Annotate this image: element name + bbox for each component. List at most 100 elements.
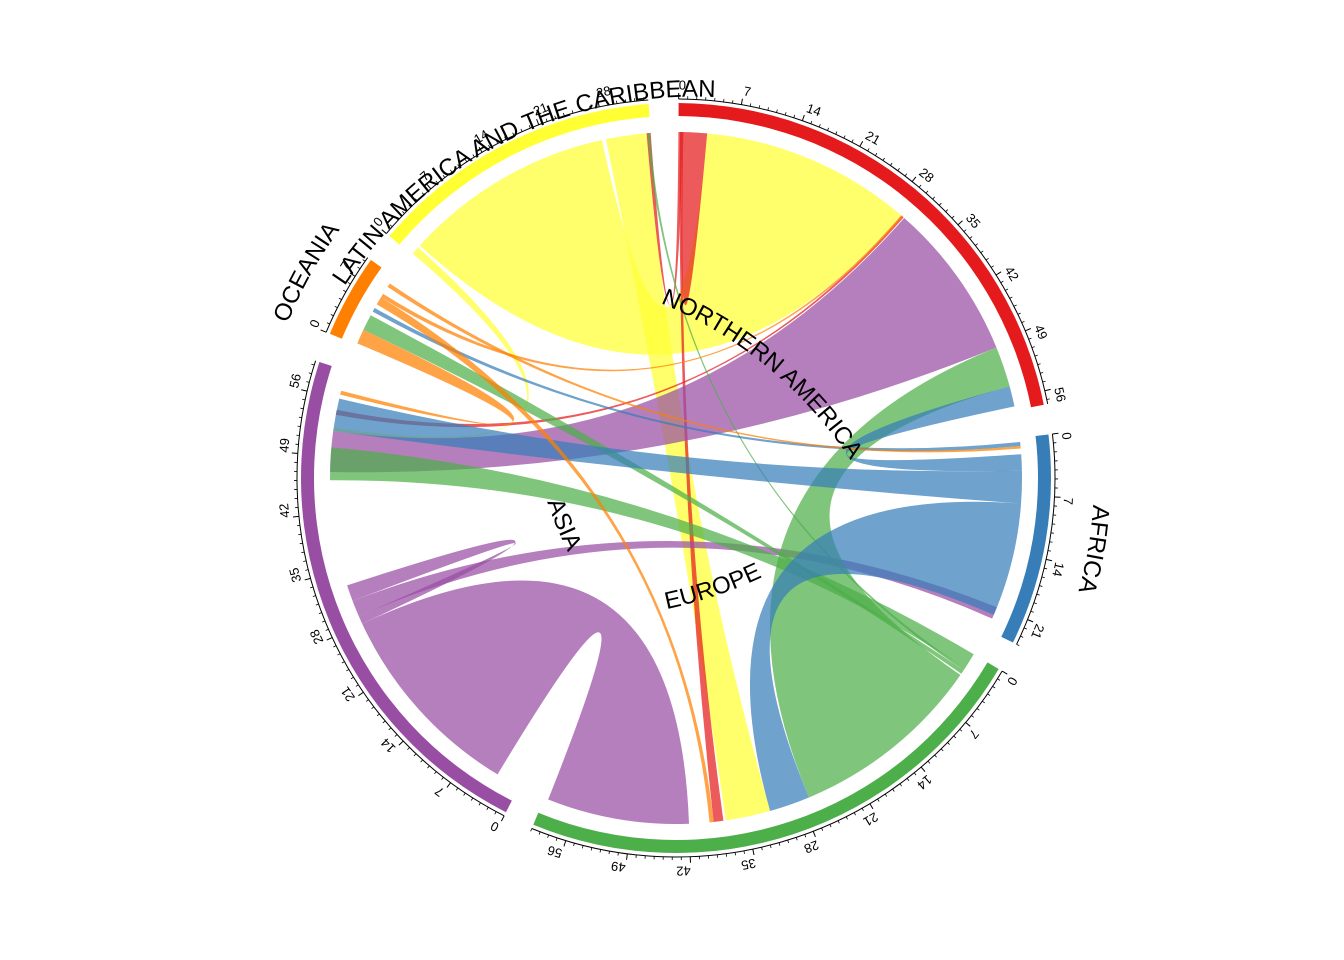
tick-label-northern-america: 14 — [805, 100, 824, 119]
chord-northern-america-to-europe-5 — [679, 132, 724, 822]
minor-tick-asia — [333, 645, 337, 648]
minor-tick-asia — [308, 372, 312, 375]
minor-tick-europe — [982, 700, 985, 704]
minor-tick-europe — [538, 831, 541, 835]
minor-tick-asia — [318, 612, 322, 615]
major-tick-asia — [292, 515, 300, 518]
minor-tick-northern-america — [951, 215, 955, 219]
major-tick-asia — [304, 577, 311, 581]
minor-tick-europe — [997, 678, 1001, 681]
tick-label-northern-america: 56 — [1051, 386, 1069, 404]
chord-links — [330, 132, 1022, 824]
minor-tick-europe — [992, 686, 996, 689]
minor-tick-oceania — [338, 297, 342, 301]
minor-tick-asia — [305, 569, 309, 571]
minor-tick-latin-america-and-the-caribbean — [472, 154, 475, 158]
minor-tick-europe — [940, 748, 944, 752]
minor-tick-northern-america — [918, 184, 922, 188]
axis-europe — [531, 670, 1003, 858]
minor-tick-northern-america — [835, 131, 838, 135]
major-tick-africa — [1052, 432, 1059, 435]
minor-tick-northern-america — [990, 265, 994, 268]
chord-asia-to-asia-10 — [347, 539, 516, 624]
major-tick-europe — [812, 831, 816, 838]
minor-tick-northern-america — [969, 236, 973, 239]
minor-tick-asia — [420, 759, 423, 763]
sector-track-latin-america-and-the-caribbean — [389, 104, 650, 245]
minor-tick-asia — [382, 720, 386, 724]
minor-tick-northern-america — [843, 135, 846, 139]
major-tick-oceania — [349, 272, 356, 277]
minor-tick-asia — [478, 802, 481, 806]
tick-label-oceania: 0 — [306, 317, 323, 329]
minor-tick-northern-america — [1017, 312, 1021, 315]
minor-tick-asia — [455, 787, 459, 791]
minor-tick-europe — [837, 820, 840, 824]
minor-tick-europe — [959, 728, 963, 732]
minor-tick-northern-america — [758, 105, 761, 109]
sector-label-africa: AFRICA — [1073, 504, 1115, 596]
chord-africa-to-europe-15 — [749, 501, 1022, 811]
minor-tick-latin-america-and-the-caribbean — [464, 159, 468, 163]
minor-tick-northern-america — [810, 120, 813, 124]
minor-tick-northern-america — [945, 209, 949, 212]
minor-tick-asia — [376, 713, 380, 717]
tick-label-asia: 56 — [286, 372, 304, 390]
tick-label-asia: 35 — [286, 566, 304, 584]
major-tick-asia — [358, 691, 364, 697]
minor-tick-latin-america-and-the-caribbean — [554, 115, 557, 119]
major-tick-europe — [752, 849, 755, 856]
minor-tick-europe — [608, 851, 610, 855]
tick-label-northern-america: 35 — [963, 210, 984, 231]
major-tick-europe — [563, 840, 567, 847]
minor-tick-africa — [1041, 576, 1045, 579]
minor-tick-africa — [1030, 610, 1034, 613]
major-tick-africa — [1027, 619, 1034, 623]
tick-label-latin-america-and-the-caribbean: 28 — [595, 83, 612, 101]
minor-tick-northern-america — [767, 107, 769, 111]
minor-tick-europe — [971, 715, 974, 718]
major-tick-northern-america — [995, 271, 1002, 276]
minor-tick-northern-america — [975, 243, 978, 246]
major-tick-latin-america-and-the-caribbean — [536, 118, 540, 125]
minor-tick-africa — [1049, 541, 1053, 543]
minor-tick-europe — [778, 842, 781, 846]
minor-tick-latin-america-and-the-caribbean — [580, 107, 583, 112]
minor-tick-oceania — [326, 322, 330, 325]
minor-tick-asia — [312, 595, 316, 597]
minor-tick-asia — [470, 797, 474, 801]
minor-tick-oceania — [362, 259, 366, 262]
sector-track-africa — [1001, 434, 1051, 643]
minor-tick-northern-america — [904, 173, 908, 177]
major-tick-asia — [446, 782, 451, 788]
sector-track-northern-america — [678, 103, 1044, 408]
minor-tick-asia — [371, 706, 375, 710]
minor-tick-europe — [761, 847, 763, 851]
minor-tick-europe — [821, 827, 824, 831]
minor-tick-oceania — [357, 266, 361, 270]
minor-tick-northern-america — [925, 190, 929, 194]
minor-tick-northern-america — [980, 250, 984, 254]
minor-tick-latin-america-and-the-caribbean — [504, 136, 507, 140]
tick-label-northern-america: 28 — [916, 165, 937, 186]
minor-tick-latin-america-and-the-caribbean — [395, 217, 399, 221]
minor-tick-asia — [302, 398, 306, 401]
minor-tick-northern-america — [1031, 346, 1035, 348]
major-tick-latin-america-and-the-caribbean — [597, 100, 600, 107]
major-tick-northern-america — [859, 141, 864, 147]
minor-tick-asia — [463, 792, 466, 796]
minor-tick-northern-america — [1000, 280, 1004, 284]
major-tick-asia — [326, 637, 333, 641]
minor-tick-asia — [337, 653, 341, 656]
minor-tick-oceania — [347, 282, 351, 285]
minor-tick-asia — [311, 363, 315, 366]
tick-label-africa: 0 — [1059, 431, 1075, 440]
minor-tick-northern-america — [1034, 354, 1038, 357]
minor-tick-europe — [555, 837, 558, 841]
minor-tick-europe — [804, 834, 807, 838]
minor-tick-europe — [913, 772, 917, 776]
minor-tick-latin-america-and-the-caribbean — [545, 118, 548, 122]
tick-label-asia: 14 — [378, 735, 399, 756]
tick-label-europe: 49 — [610, 858, 626, 875]
minor-tick-latin-america-and-the-caribbean — [607, 102, 609, 106]
